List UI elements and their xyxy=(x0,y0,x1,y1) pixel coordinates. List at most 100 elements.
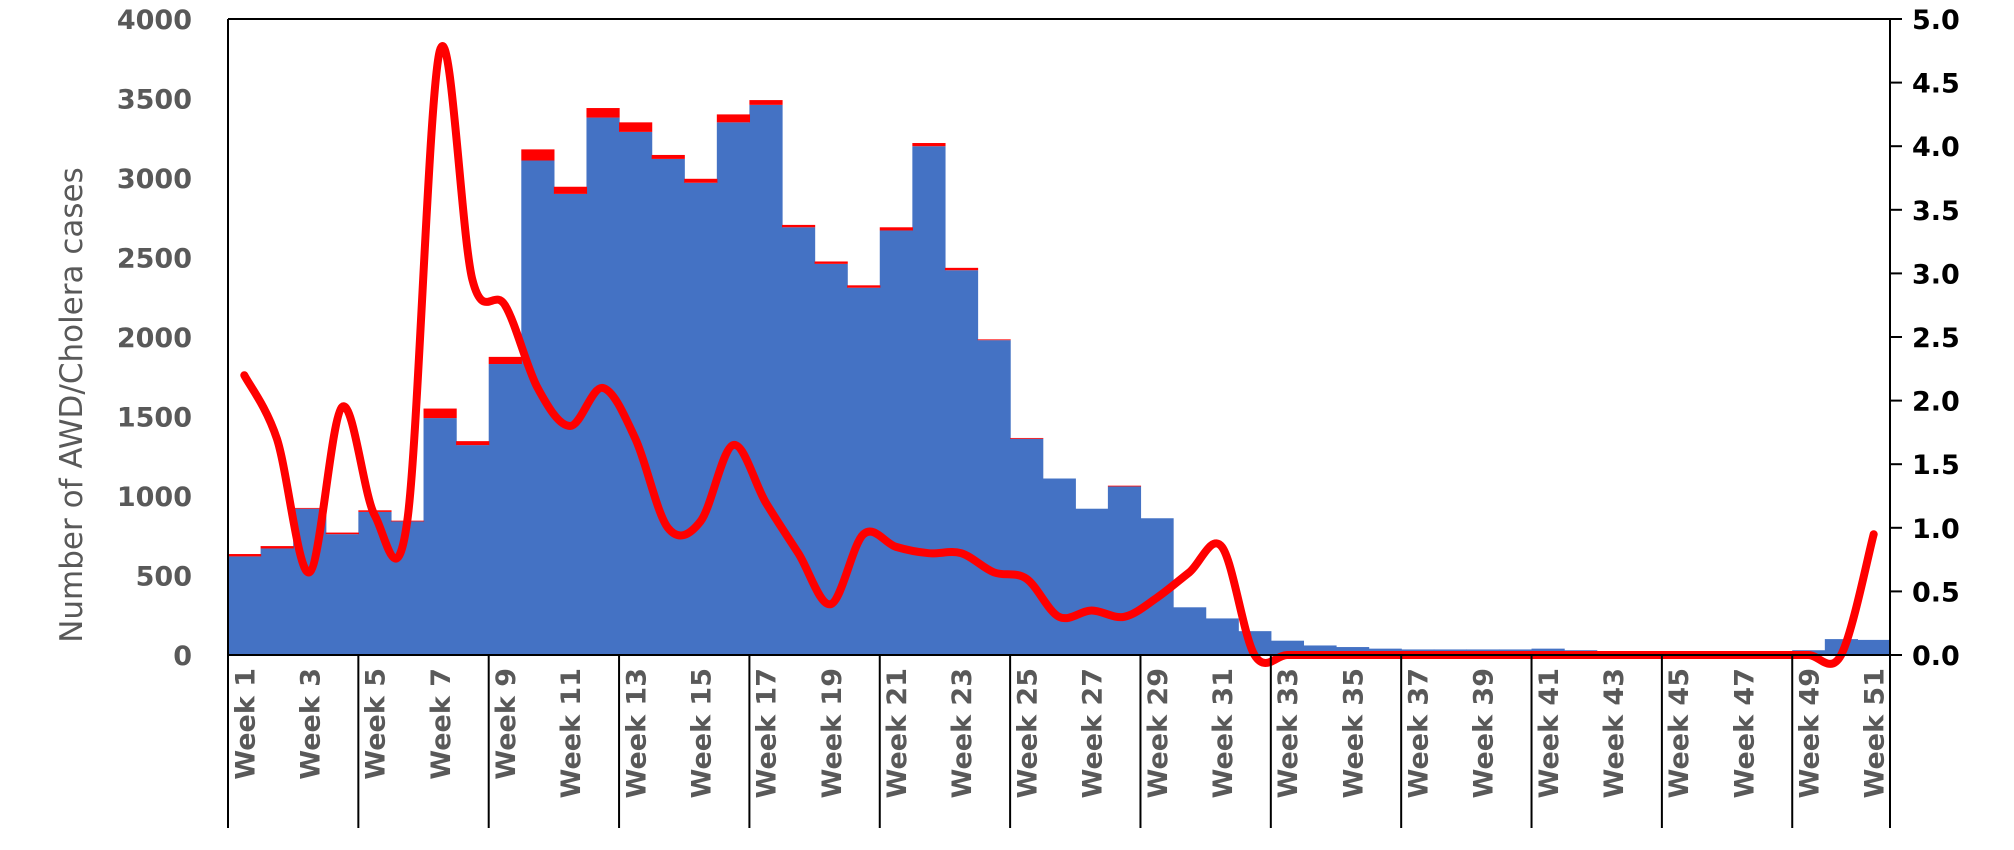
bar-deaths-week-14 xyxy=(651,154,685,159)
bar-cases-week-16 xyxy=(716,122,751,656)
bar-cases-week-31 xyxy=(1205,618,1239,655)
bar-cases-week-27 xyxy=(1075,508,1109,655)
right-y-tick-label: 1.5 xyxy=(1912,450,1960,481)
left-y-tick-label: 3500 xyxy=(117,85,192,116)
bar-deaths-week-8 xyxy=(456,441,490,446)
x-tick-label: Week 17 xyxy=(752,668,783,798)
left-y-tick-label: 2000 xyxy=(117,323,192,354)
bar-cases-week-30 xyxy=(1173,607,1207,655)
x-tick-label: Week 21 xyxy=(882,668,913,798)
x-tick-label: Week 1 xyxy=(230,668,261,780)
bar-deaths-week-3 xyxy=(293,507,327,509)
right-y-tick-label: 3.0 xyxy=(1912,259,1960,290)
bar-cases-week-6 xyxy=(390,521,425,655)
x-tick-label: Week 41 xyxy=(1534,668,1565,798)
bar-deaths-week-1 xyxy=(228,554,262,557)
left-y-tick-label: 0 xyxy=(173,641,192,672)
x-tick-label: Week 45 xyxy=(1664,668,1695,798)
bar-cases-week-4 xyxy=(325,534,359,655)
bar-deaths-week-22 xyxy=(912,143,946,147)
x-tick-label: Week 37 xyxy=(1404,668,1435,798)
bar-cases-week-9 xyxy=(488,364,522,655)
bar-deaths-week-15 xyxy=(684,178,718,183)
bar-deaths-week-12 xyxy=(586,108,620,118)
bar-deaths-week-25 xyxy=(1010,437,1044,439)
x-tick-label: Week 11 xyxy=(556,668,587,798)
x-tick-label: Week 23 xyxy=(947,668,978,798)
bar-cases-week-2 xyxy=(260,548,294,655)
left-y-tick-label: 1500 xyxy=(117,403,192,434)
left-y-tick-label: 3000 xyxy=(117,164,192,195)
bar-cases-week-24 xyxy=(977,340,1011,655)
x-tick-label: Week 5 xyxy=(361,668,392,780)
bar-deaths-week-4 xyxy=(325,532,359,535)
x-tick-label: Week 29 xyxy=(1143,668,1174,798)
x-tick-label: Week 15 xyxy=(687,668,718,798)
y-axis-title: Number of AWD/Cholera cases xyxy=(54,167,90,643)
x-tick-label: Week 49 xyxy=(1795,668,1826,798)
bar-cases-week-26 xyxy=(1042,478,1076,655)
bar-deaths-week-17 xyxy=(749,100,783,105)
bar-deaths-week-18 xyxy=(782,224,816,228)
x-tick-label: Week 19 xyxy=(817,668,848,798)
bar-cases-week-5 xyxy=(358,511,392,655)
bar-deaths-week-9 xyxy=(488,356,522,365)
left-y-tick-label: 2500 xyxy=(117,244,192,275)
bar-cases-week-51 xyxy=(1857,639,1891,655)
right-y-tick-label: 4.0 xyxy=(1912,132,1960,163)
bar-deaths-week-23 xyxy=(944,267,979,271)
right-y-tick-label: 4.5 xyxy=(1912,69,1960,100)
x-tick-label: Week 9 xyxy=(491,668,522,780)
bar-cases-week-1 xyxy=(228,556,262,655)
left-y-tick-label: 4000 xyxy=(117,5,192,36)
left-y-tick-label: 1000 xyxy=(117,482,192,513)
x-tick-label: Week 25 xyxy=(1012,668,1043,798)
bar-cases-week-20 xyxy=(847,287,881,655)
bar-deaths-week-7 xyxy=(423,408,457,419)
bar-deaths-week-10 xyxy=(521,149,555,161)
x-tick-label: Week 35 xyxy=(1338,668,1369,798)
x-tick-label: Week 43 xyxy=(1599,668,1630,798)
left-y-tick-label: 500 xyxy=(136,562,192,593)
bar-cases-week-25 xyxy=(1010,438,1044,655)
bar-cases-week-8 xyxy=(456,445,490,655)
bar-deaths-week-19 xyxy=(814,261,848,264)
bar-deaths-week-2 xyxy=(260,546,294,549)
right-y-tick-label: 3.5 xyxy=(1912,196,1960,227)
x-tick-label: Week 7 xyxy=(426,668,457,780)
bar-series-group xyxy=(228,104,1891,656)
bar-cases-week-7 xyxy=(423,418,457,655)
ticks-group: 0 500 1000 1500 2000 2500 3000 3500 4000 0.0 0.5 1.… xyxy=(117,5,1960,798)
bar-cases-week-34 xyxy=(1303,645,1337,655)
x-tick-label: Week 39 xyxy=(1469,668,1500,798)
right-y-tick-label: 2.5 xyxy=(1912,323,1960,354)
bar-cases-week-18 xyxy=(782,227,816,656)
right-y-tick-label: 2.0 xyxy=(1912,387,1960,418)
x-tick-label: Week 51 xyxy=(1860,668,1891,798)
bar-cases-week-15 xyxy=(684,182,718,655)
deaths-series-group xyxy=(228,100,1142,557)
x-tick-label: Week 3 xyxy=(296,668,327,780)
right-y-tick-label: 0.5 xyxy=(1912,577,1960,608)
bar-deaths-week-13 xyxy=(619,122,653,132)
bar-cases-week-14 xyxy=(651,158,685,656)
bar-deaths-week-21 xyxy=(879,227,913,231)
bar-deaths-week-11 xyxy=(553,186,588,194)
bar-cases-week-22 xyxy=(912,146,946,655)
bar-cases-week-21 xyxy=(879,230,913,655)
bar-deaths-week-20 xyxy=(847,285,881,288)
bar-cases-week-28 xyxy=(1107,486,1142,655)
x-tick-label: Week 33 xyxy=(1273,668,1304,798)
bar-deaths-week-24 xyxy=(977,339,1011,341)
right-y-tick-label: 5.0 xyxy=(1912,5,1960,36)
x-tick-label: Week 13 xyxy=(621,668,652,798)
bar-cases-week-17 xyxy=(749,104,783,656)
x-tick-label: Week 27 xyxy=(1078,668,1109,798)
bar-cases-week-13 xyxy=(619,131,653,655)
right-y-tick-label: 1.0 xyxy=(1912,514,1960,545)
right-y-tick-label: 0.0 xyxy=(1912,641,1960,672)
bar-deaths-week-16 xyxy=(716,114,751,123)
bar-cases-week-23 xyxy=(944,270,979,655)
x-tick-label: Week 31 xyxy=(1208,668,1239,798)
